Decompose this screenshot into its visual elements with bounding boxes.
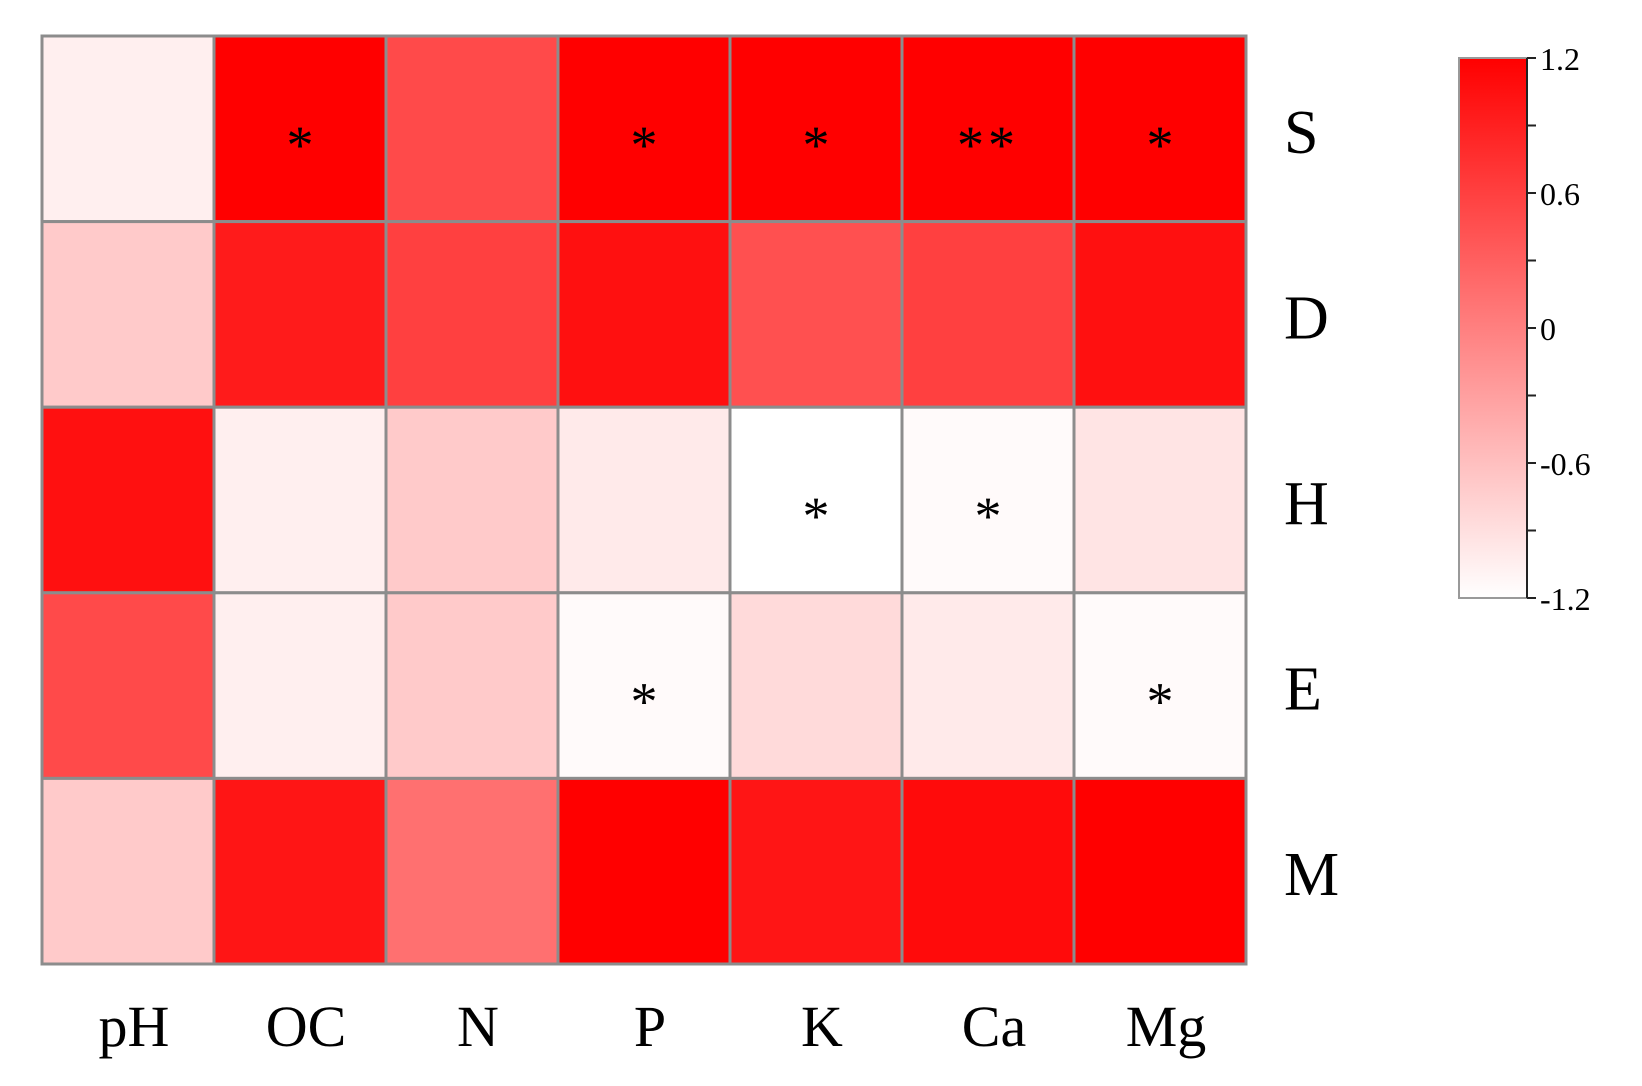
heatmap-cell-h-n xyxy=(384,405,560,595)
heatmap-cell-e-n xyxy=(384,591,560,780)
row-label-h: H xyxy=(1284,470,1329,538)
colorbar-gradient xyxy=(1458,57,1528,599)
row-label-e: E xyxy=(1284,656,1322,724)
heatmap-cell-m-mg xyxy=(1072,776,1248,966)
heatmap-cell-d-mg xyxy=(1072,220,1248,409)
row-label-m: M xyxy=(1284,841,1339,909)
colorbar-tick-label: -0.6 xyxy=(1540,446,1591,482)
row-label-s: S xyxy=(1284,99,1318,167)
heatmap-cell-m-n xyxy=(384,776,560,966)
heatmap-cell-m-oc xyxy=(212,776,388,966)
heatmap-cell-e-ph xyxy=(40,591,216,780)
heatmap-cell-m-p xyxy=(556,776,732,966)
heatmap-cell-e-oc xyxy=(212,591,388,780)
heatmap-cell-s-oc xyxy=(212,34,388,224)
heatmap-cell-s-k xyxy=(728,34,904,224)
heatmap-cell-h-mg xyxy=(1072,405,1248,595)
column-label-mg: Mg xyxy=(1126,994,1207,1059)
heatmap-cell-h-p xyxy=(556,405,732,595)
heatmap-cell-m-ph xyxy=(40,776,216,966)
column-label-k: K xyxy=(801,994,843,1059)
heatmap-cell-d-n xyxy=(384,220,560,409)
column-label-p: P xyxy=(634,994,666,1059)
colorbar-tick-label: 0.6 xyxy=(1540,176,1580,212)
colorbar: 1.2 0.6 0 -0.6 -1.2 xyxy=(1458,41,1591,617)
column-label-n: N xyxy=(457,994,499,1059)
heatmap-cell-s-ph xyxy=(40,34,216,224)
significance-markers: * * * ** ** ** * xyxy=(287,115,1174,732)
column-label-ca: Ca xyxy=(962,994,1026,1059)
heatmap-cell-d-oc xyxy=(212,220,388,409)
heatmap-cell-e-p xyxy=(556,591,732,780)
heatmap-cell-h-ph xyxy=(40,405,216,595)
heatmap-cell-d-ph xyxy=(40,220,216,409)
heatmap-cell-e-ca xyxy=(900,591,1076,780)
significance-marker-s-p: * xyxy=(631,115,658,175)
column-label-ph: pH xyxy=(99,994,170,1059)
heatmap-cell-m-ca xyxy=(900,776,1076,966)
column-label-oc: OC xyxy=(266,994,347,1059)
significance-marker-s-mg: * xyxy=(1147,115,1174,175)
heatmap-cell-d-p xyxy=(556,220,732,409)
significance-marker-s-oc: * xyxy=(287,115,314,175)
significance-marker-h-k: * xyxy=(803,486,830,546)
heatmap-cell-s-p xyxy=(556,34,732,224)
heatmap-cell-d-k xyxy=(728,220,904,409)
heatmap-cell-h-oc xyxy=(212,405,388,595)
row-label-d: D xyxy=(1284,284,1329,352)
heatmap-cell-h-k xyxy=(728,405,904,595)
heatmap-cell-s-n xyxy=(384,34,560,224)
column-labels: pH OC N P K Ca Mg xyxy=(99,994,1207,1059)
significance-marker-s-ca: ** xyxy=(957,115,1019,175)
heatmap-cells xyxy=(40,34,1248,966)
significance-marker-h-ca: * xyxy=(975,486,1002,546)
significance-marker-e-mg: * xyxy=(1147,672,1174,732)
colorbar-tick-label: 1.2 xyxy=(1540,41,1580,77)
significance-marker-s-k: * xyxy=(803,115,830,175)
colorbar-tick-label: -1.2 xyxy=(1540,581,1591,617)
heatmap-cell-e-k xyxy=(728,591,904,780)
heatmap-cell-m-k xyxy=(728,776,904,966)
significance-marker-e-p: * xyxy=(631,672,658,732)
colorbar-tick-label: 0 xyxy=(1540,311,1556,347)
heatmap-cell-d-ca xyxy=(900,220,1076,409)
row-labels: S D H E M xyxy=(1284,99,1339,909)
